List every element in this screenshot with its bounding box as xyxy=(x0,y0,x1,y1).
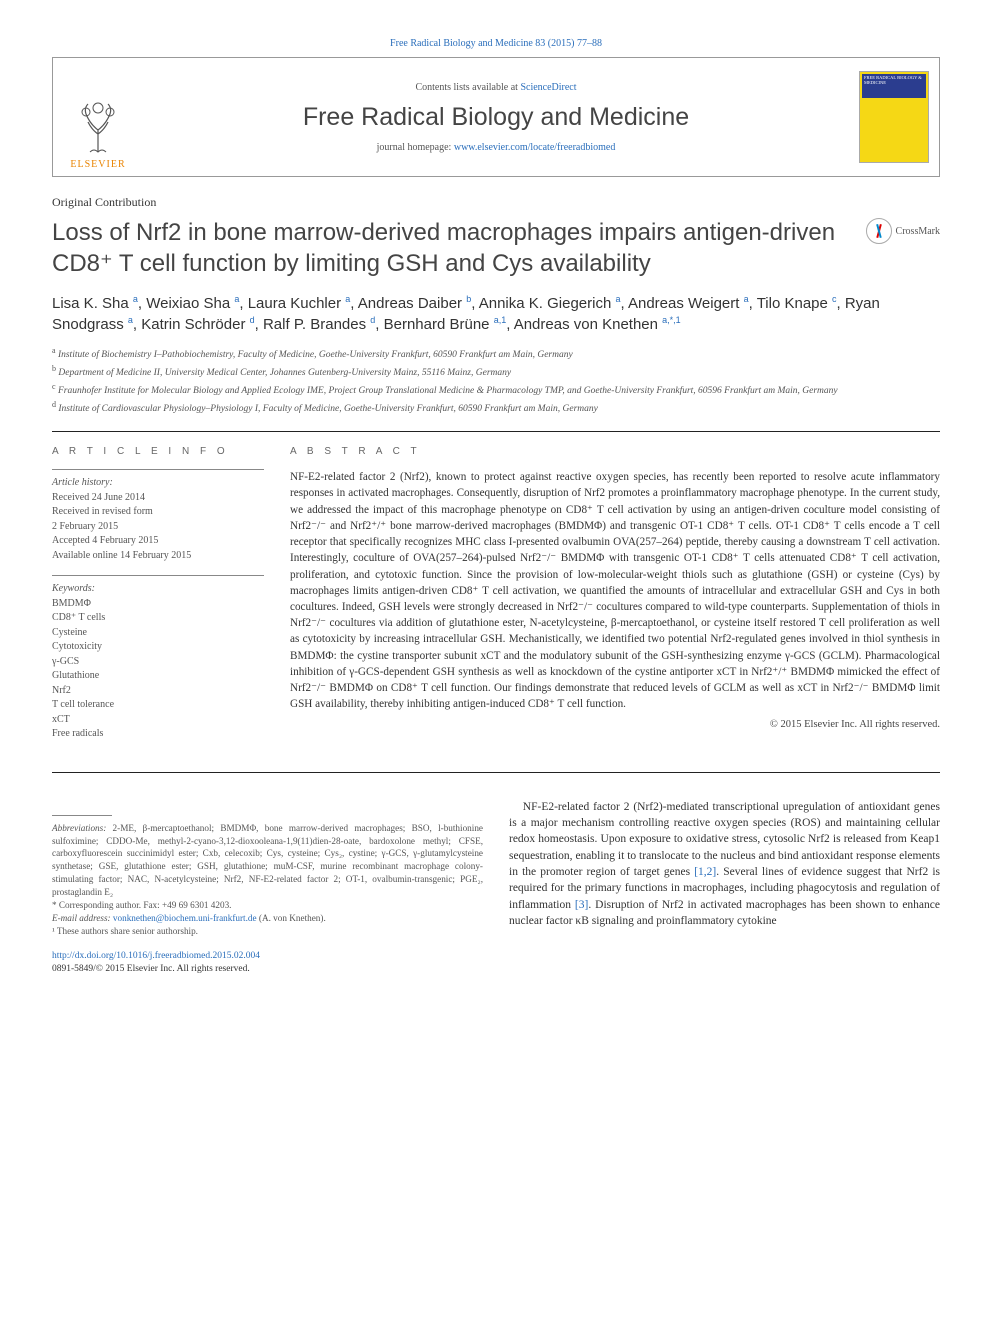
author-list: Lisa K. Sha a, Weixiao Sha a, Laura Kuch… xyxy=(52,293,940,335)
abbrev-label: Abbreviations: xyxy=(52,823,106,833)
keywords-block: Keywords: BMDMΦCD8⁺ T cellsCysteineCytot… xyxy=(52,575,264,742)
homepage-line: journal homepage: www.elsevier.com/locat… xyxy=(153,142,839,153)
body-left-column: Abbreviations: 2-ME, β-mercaptoethanol; … xyxy=(52,799,483,976)
journal-citation[interactable]: Free Radical Biology and Medicine 83 (20… xyxy=(52,38,940,49)
ref-link-1-2[interactable]: [1,2] xyxy=(694,866,716,878)
journal-cover-thumbnail: FREE RADICAL BIOLOGY & MEDICINE xyxy=(859,71,929,163)
ref-link-3[interactable]: [3] xyxy=(575,899,588,911)
contents-available: Contents lists available at ScienceDirec… xyxy=(153,82,839,93)
intro-paragraph: NF-E2-related factor 2 (Nrf2)-mediated t… xyxy=(509,799,940,930)
article-info-column: A R T I C L E I N F O Article history: R… xyxy=(52,446,264,754)
doi-block: http://dx.doi.org/10.1016/j.freeradbiome… xyxy=(52,950,483,977)
cover-thumb-block: FREE RADICAL BIOLOGY & MEDICINE xyxy=(849,58,939,176)
footnotes-block: Abbreviations: 2-ME, β-mercaptoethanol; … xyxy=(52,822,483,938)
crossmark-label: CrossMark xyxy=(896,226,940,237)
email-label: E-mail address: xyxy=(52,913,113,923)
article-type-label: Original Contribution xyxy=(52,195,940,210)
divider xyxy=(52,431,940,432)
doi-link[interactable]: http://dx.doi.org/10.1016/j.freeradbiome… xyxy=(52,951,260,961)
abstract-text: NF-E2-related factor 2 (Nrf2), known to … xyxy=(290,469,940,713)
elsevier-wordmark: ELSEVIER xyxy=(70,159,125,170)
keywords-label: Keywords: xyxy=(52,583,95,594)
publisher-logo-block: ELSEVIER xyxy=(53,58,143,176)
crossmark-widget[interactable]: CrossMark xyxy=(866,218,940,244)
shared-authorship-footnote: ¹ These authors share senior authorship. xyxy=(52,925,483,938)
sciencedirect-link[interactable]: ScienceDirect xyxy=(520,82,576,93)
abbrev-text: 2-ME, β-mercaptoethanol; BMDMΦ, bone mar… xyxy=(52,823,483,897)
header-center: Contents lists available at ScienceDirec… xyxy=(143,58,849,176)
corresponding-author-footnote: * Corresponding author. Fax: +49 69 6301… xyxy=(52,899,483,912)
journal-title: Free Radical Biology and Medicine xyxy=(153,103,839,132)
article-info-heading: A R T I C L E I N F O xyxy=(52,446,264,457)
author-email-link[interactable]: vonknethen@biochem.uni-frankfurt.de xyxy=(113,913,257,923)
crossmark-icon xyxy=(866,218,892,244)
abstract-copyright: © 2015 Elsevier Inc. All rights reserved… xyxy=(290,719,940,730)
history-label: Article history: xyxy=(52,477,113,488)
cover-band-text: FREE RADICAL BIOLOGY & MEDICINE xyxy=(862,74,926,98)
abbreviations-footnote: Abbreviations: 2-ME, β-mercaptoethanol; … xyxy=(52,822,483,899)
affiliation-list: a Institute of Biochemistry I–Pathobioch… xyxy=(52,345,940,417)
homepage-link[interactable]: www.elsevier.com/locate/freeradbiomed xyxy=(454,142,616,153)
body-right-column: NF-E2-related factor 2 (Nrf2)-mediated t… xyxy=(509,799,940,976)
email-suffix: (A. von Knethen). xyxy=(257,913,326,923)
article-title: Loss of Nrf2 in bone marrow-derived macr… xyxy=(52,218,850,279)
issn-copyright: 0891-5849/© 2015 Elsevier Inc. All right… xyxy=(52,964,250,974)
email-footnote: E-mail address: vonknethen@biochem.uni-f… xyxy=(52,912,483,925)
journal-header: ELSEVIER Contents lists available at Sci… xyxy=(52,57,940,177)
abstract-column: A B S T R A C T NF-E2-related factor 2 (… xyxy=(290,446,940,754)
article-history-block: Article history: Received 24 June 2014Re… xyxy=(52,469,264,563)
divider xyxy=(52,772,940,773)
elsevier-tree-icon xyxy=(76,100,120,156)
homepage-prefix: journal homepage: xyxy=(377,142,454,153)
abstract-heading: A B S T R A C T xyxy=(290,446,940,457)
footnote-divider xyxy=(52,815,112,816)
contents-prefix: Contents lists available at xyxy=(415,82,520,93)
